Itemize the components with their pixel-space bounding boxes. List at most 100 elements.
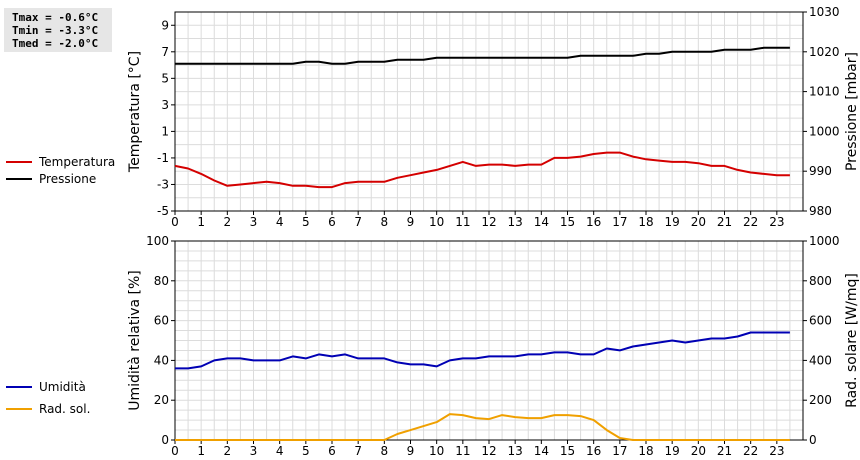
x-tick-label: 9	[407, 215, 415, 229]
x-tick-label: 22	[743, 215, 758, 229]
tmed-text: Tmed = -2.0°C	[12, 37, 99, 50]
x-tick-label: 11	[455, 444, 470, 458]
x-tick-label: 3	[250, 444, 258, 458]
legend-umidita: Umidità	[6, 379, 136, 395]
y-right-tick-label: 1010	[809, 85, 840, 99]
y-left-tick-label: 60	[154, 314, 169, 328]
y-right-tick-label: 1000	[809, 234, 840, 248]
series-line-temperatura	[174, 151, 790, 189]
x-tick-label: 2	[224, 215, 232, 229]
x-tick-label: 23	[769, 215, 784, 229]
series-line-rad-sol	[175, 413, 790, 441]
x-tick-label: 5	[302, 444, 310, 458]
x-tick-label: 21	[717, 215, 732, 229]
chart-panel-1: 0 1 2 3 4 5 6 7 8 9 10 11 12 13 14 15 16 17 18 19 20 21 22 23-5…	[127, 5, 860, 229]
y-right-tick-label: 200	[809, 393, 832, 407]
legend-swatch	[6, 408, 32, 410]
x-tick-label: 13	[508, 215, 523, 229]
y-left-axis-title: Temperatura [°C]	[127, 51, 143, 173]
x-tick-label: 14	[534, 444, 549, 458]
x-tick-label: 17	[612, 444, 627, 458]
legend-label: Umidità	[39, 380, 86, 394]
x-tick-label: 19	[665, 215, 680, 229]
x-tick-label: 10	[429, 215, 444, 229]
x-tick-label: 19	[665, 444, 680, 458]
y-left-tick-label: 5	[161, 71, 169, 85]
x-tick-label: 18	[638, 215, 653, 229]
x-tick-label: 9	[407, 444, 415, 458]
y-right-tick-label: 600	[809, 314, 832, 328]
x-tick-label: 7	[354, 444, 362, 458]
x-tick-label: 12	[481, 215, 496, 229]
x-tick-label: 16	[586, 215, 601, 229]
y-right-tick-label: 1000	[809, 124, 840, 138]
legend-swatch	[6, 178, 32, 180]
y-left-tick-label: 3	[161, 98, 169, 112]
x-tick-label: 18	[638, 444, 653, 458]
x-tick-label: 0	[171, 444, 179, 458]
series-line-pressione	[175, 46, 790, 65]
x-tick-label: 4	[276, 444, 284, 458]
legend-label: Pressione	[39, 172, 97, 186]
y-right-tick-label: 990	[809, 164, 832, 178]
legend-temperatura: Temperatura	[6, 154, 136, 170]
y-right-tick-label: 1030	[809, 5, 840, 19]
y-right-tick-label: 800	[809, 274, 832, 288]
x-tick-label: 7	[354, 215, 362, 229]
x-tick-label: 20	[691, 215, 706, 229]
x-tick-label: 17	[612, 215, 627, 229]
x-tick-label: 3	[250, 215, 258, 229]
y-left-tick-label: 1	[161, 124, 169, 138]
x-tick-label: 22	[743, 444, 758, 458]
y-right-tick-label: 980	[809, 204, 832, 218]
x-tick-label: 8	[381, 444, 389, 458]
y-left-tick-label: -3	[157, 177, 169, 191]
y-right-tick-label: 0	[809, 433, 817, 447]
x-tick-label: 14	[534, 215, 549, 229]
x-tick-label: 1	[197, 444, 205, 458]
x-tick-label: 8	[381, 215, 389, 229]
y-left-tick-label: -5	[157, 204, 169, 218]
y-left-tick-label: 40	[154, 353, 169, 367]
y-left-axis-title: Umidità relativa [%]	[127, 270, 143, 411]
y-left-tick-label: 20	[154, 393, 169, 407]
x-tick-label: 10	[429, 444, 444, 458]
x-tick-label: 4	[276, 215, 284, 229]
y-right-axis-title: Rad. solare [W/mq]	[844, 273, 860, 408]
legend-label: Temperatura	[39, 155, 116, 169]
x-tick-label: 2	[224, 444, 232, 458]
tmax-text: Tmax = -0.6°C	[12, 11, 99, 24]
y-right-axis-title: Pressione [mbar]	[844, 52, 860, 171]
x-tick-label: 13	[508, 444, 523, 458]
y-left-tick-label: 100	[146, 234, 169, 248]
stats-box: Tmax = -0.6°C Tmin = -3.3°C Tmed = -2.0°…	[4, 8, 112, 52]
x-tick-label: 15	[560, 444, 575, 458]
y-left-tick-label: 80	[154, 274, 169, 288]
y-left-tick-label: -1	[157, 151, 169, 165]
x-tick-label: 23	[769, 444, 784, 458]
legend-swatch	[6, 386, 32, 388]
series-line-umidit	[175, 331, 790, 370]
y-left-tick-label: 7	[161, 45, 169, 59]
x-tick-label: 11	[455, 215, 470, 229]
y-left-tick-label: 0	[161, 433, 169, 447]
legend-pressione: Pressione	[6, 171, 136, 187]
tmin-text: Tmin = -3.3°C	[12, 24, 99, 37]
y-right-tick-label: 400	[809, 353, 832, 367]
chart-panel-2: 0 1 2 3 4 5 6 7 8 9 10 11 12 13 14 15 16 17 18 19 20 21 22 2302…	[127, 234, 860, 458]
x-tick-label: 16	[586, 444, 601, 458]
x-tick-label: 20	[691, 444, 706, 458]
x-tick-label: 15	[560, 215, 575, 229]
legend-swatch	[6, 161, 32, 163]
legend-rad-sol: Rad. sol.	[6, 401, 136, 417]
x-tick-label: 0	[171, 215, 179, 229]
legend-label: Rad. sol.	[39, 402, 91, 416]
y-left-tick-label: 9	[161, 18, 169, 32]
x-tick-label: 12	[481, 444, 496, 458]
x-tick-label: 6	[328, 444, 336, 458]
y-right-tick-label: 1020	[809, 45, 840, 59]
x-tick-label: 6	[328, 215, 336, 229]
x-tick-label: 1	[197, 215, 205, 229]
x-tick-label: 21	[717, 444, 732, 458]
